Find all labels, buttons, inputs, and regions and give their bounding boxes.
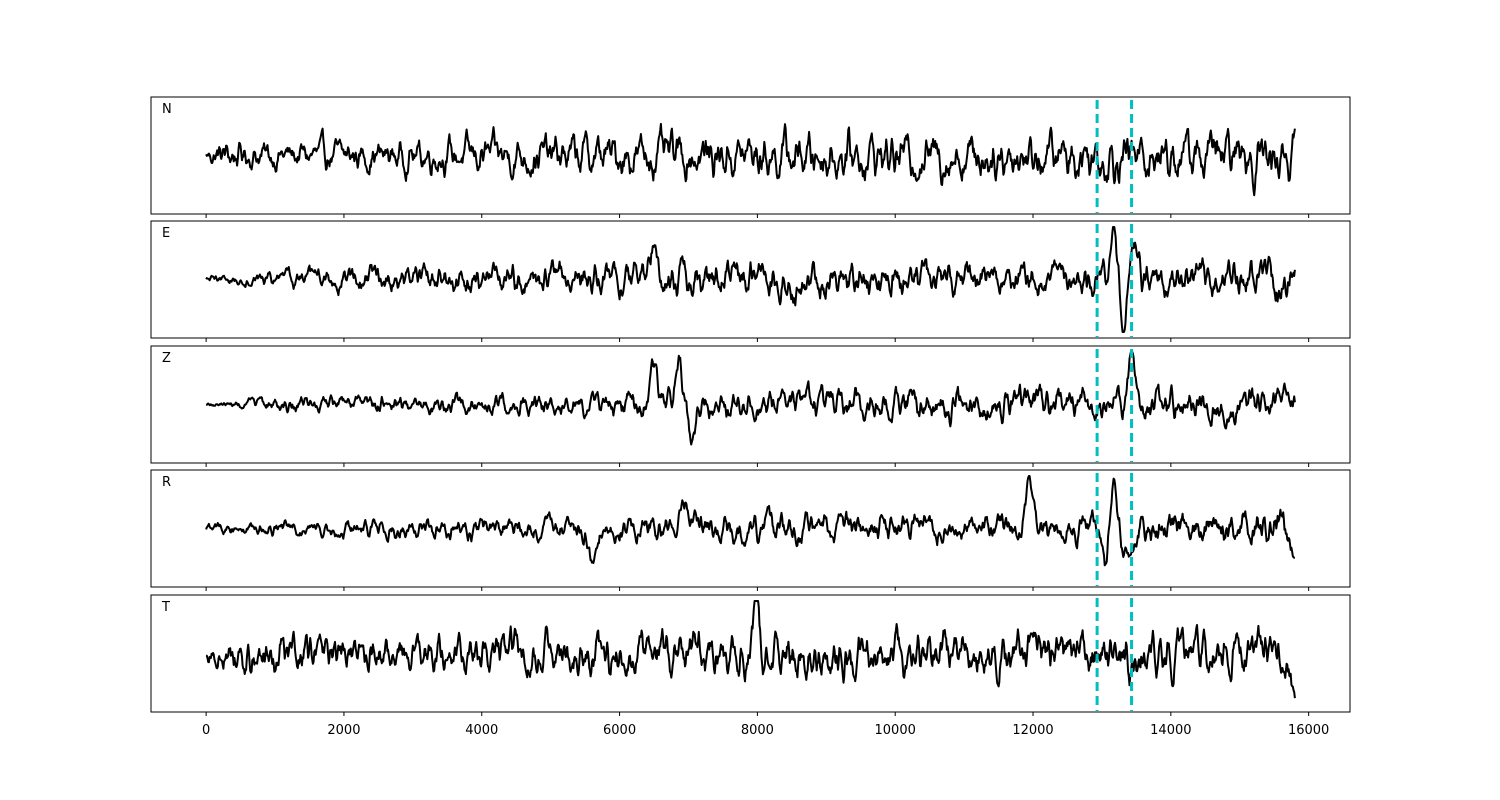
x-tick-label: 0 [202, 723, 210, 738]
panel-label: R [162, 475, 171, 490]
x-tick-label: 2000 [327, 723, 360, 738]
panel-label: T [161, 600, 170, 615]
panel-frame [150, 96, 1351, 215]
x-tick-label: 8000 [741, 723, 774, 738]
trace-e [205, 226, 1296, 333]
panel-label: N [162, 102, 172, 117]
x-tick-label: 6000 [603, 723, 636, 738]
x-tick-label: 14000 [1150, 723, 1191, 738]
panel-n: N [150, 96, 1351, 218]
trace-r [205, 475, 1296, 567]
panel-r: R [150, 469, 1351, 591]
panel-z: Z [150, 345, 1351, 467]
panel-frame [150, 345, 1351, 464]
panel-frame [150, 469, 1351, 588]
x-tick-label: 12000 [1012, 723, 1053, 738]
panel-label: E [162, 226, 170, 241]
panel-t: T [150, 594, 1351, 716]
panel-frame [150, 594, 1351, 713]
x-tick-label: 4000 [465, 723, 498, 738]
panel-frame [150, 220, 1351, 339]
panel-label: Z [162, 351, 171, 366]
trace-n [205, 122, 1296, 197]
x-tick-label: 10000 [875, 723, 916, 738]
trace-t [205, 600, 1296, 699]
panel-e: E [150, 220, 1351, 342]
x-tick-label: 16000 [1288, 723, 1329, 738]
trace-z [205, 351, 1296, 446]
